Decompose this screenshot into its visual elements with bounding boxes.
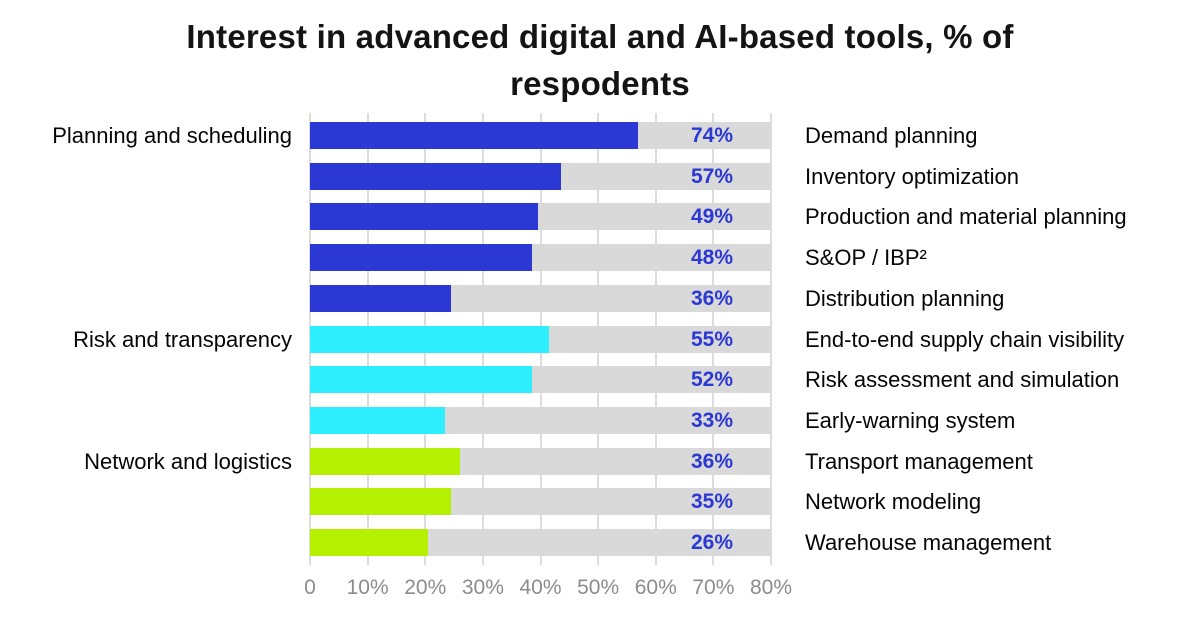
bar-track: 74% [310,122,771,149]
group-label: Planning and scheduling [52,123,292,148]
bar-track: 26% [310,529,771,556]
chart-title: Interest in advanced digital and AI-base… [0,13,1200,107]
bar-item-label: Demand planning [805,123,978,148]
bar-track: 36% [310,448,771,475]
axis-tick-label: 70% [692,576,735,599]
bar-fill [310,366,532,393]
bar-track: 48% [310,244,771,271]
bar-fill [310,122,639,149]
bar-value-label: 26% [690,531,733,554]
bar-track: 57% [310,163,771,190]
bar-item-label: Early-warning system [805,408,1016,433]
bar-track: 49% [310,203,771,230]
bar-value-label: 35% [690,490,733,513]
bar-value-label: 55% [690,328,733,351]
bar-fill [310,488,452,515]
axis-tick-label: 60% [634,576,677,599]
bar-fill [310,203,538,230]
bar-fill [310,529,429,556]
bar-item-label: Network modeling [805,489,982,514]
bar-item-label: Warehouse management [805,530,1052,555]
axis-tick-label: 40% [519,576,562,599]
bar-value-label: 52% [690,368,733,391]
bar-track: 33% [310,407,771,434]
bar-row: 48% S&OP / IBP² [0,244,1200,271]
axis-tick-label: 20% [404,576,447,599]
bar-item-label: End-to-end supply chain visibility [805,327,1125,352]
bar-item-label: Transport management [805,449,1033,474]
bar-fill [310,407,446,434]
bar-item-label: Distribution planning [805,286,1005,311]
bar-row: 26% Warehouse management [0,529,1200,556]
bar-row: 33% Early-warning system [0,407,1200,434]
bar-track: 55% [310,326,771,353]
bar-value-label: 74% [690,124,733,147]
bar-value-label: 57% [690,165,733,188]
chart-title-line1: Interest in advanced digital and AI-base… [186,18,1014,55]
bar-row: Planning and scheduling 74% Demand plannin… [0,122,1200,149]
bar-value-label: 48% [690,246,733,269]
bar-value-label: 49% [690,205,733,228]
bar-item-label: Inventory optimization [805,164,1019,189]
x-axis: 0 10% 20% 30% 40% 50% 60% 70% 80% [304,576,792,602]
bar-fill [310,244,532,271]
bar-track: 52% [310,366,771,393]
bar-track: 36% [310,285,771,312]
axis-gridline [770,113,772,565]
bar-item-label: S&OP / IBP² [805,245,927,270]
chart-title-line2: respodents [510,65,690,102]
bar-fill [310,285,452,312]
bar-fill [310,163,561,190]
axis-tick-label: 80% [749,576,793,599]
bar-row: 57% Inventory optimization [0,163,1200,190]
bar-row: 49% Production and material planning [0,203,1200,230]
axis-tick-label: 30% [461,576,504,599]
bar-row: 35% Network modeling [0,488,1200,515]
bar-fill [310,326,550,353]
bar-row: Network and logistics 36% Transport manage… [0,448,1200,475]
axis-tick-label: 50% [577,576,620,599]
axis-tick-label: 10% [346,576,389,599]
bar-row: 36% Distribution planning [0,285,1200,312]
bar-value-label: 36% [690,450,733,473]
group-label: Network and logistics [84,449,292,474]
bar-track: 35% [310,488,771,515]
bar-fill [310,448,460,475]
group-label: Risk and transparency [73,327,292,352]
bar-row: Risk and transparency 55% End-to-end suppl… [0,326,1200,353]
bar-row: 52% Risk assessment and simulation [0,366,1200,393]
bar-value-label: 33% [690,409,733,432]
axis-tick-label: 0 [304,576,316,599]
bar-item-label: Risk assessment and simulation [805,367,1120,392]
bar-item-label: Production and material planning [805,204,1127,229]
bar-value-label: 36% [690,287,733,310]
